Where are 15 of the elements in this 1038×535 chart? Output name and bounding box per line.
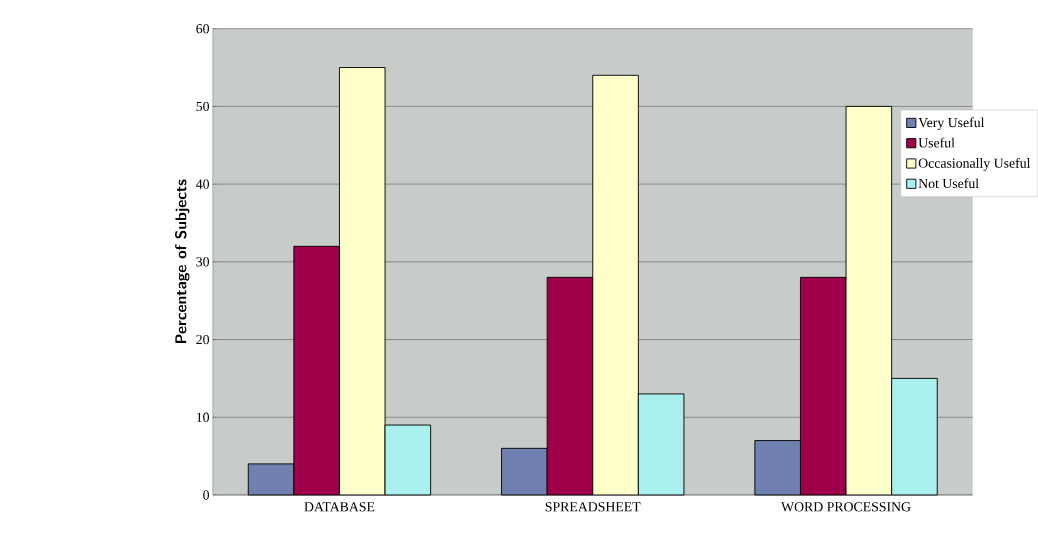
legend-label: Very Useful [918,117,985,131]
y-tick-label: 30 [196,257,210,267]
x-tick-label: SPREADSHEET [545,502,641,512]
y-tick-label: 60 [196,24,210,34]
y-tick-label: 40 [196,179,210,189]
y-tick-label: 50 [196,101,210,112]
legend-label: Not Useful [918,178,979,189]
y-tick-label: 20 [196,335,210,345]
legend-label: Useful [918,137,955,148]
y-tick-label: 10 [196,412,210,423]
legend-label: Occasionally Useful [918,158,1031,171]
y-axis-title: Percentage of Subjects [175,179,190,344]
x-tick-label: WORD PROCESSING [781,502,911,512]
y-tick-label: 0 [203,490,210,500]
x-tick-label: DATABASE [304,502,375,512]
